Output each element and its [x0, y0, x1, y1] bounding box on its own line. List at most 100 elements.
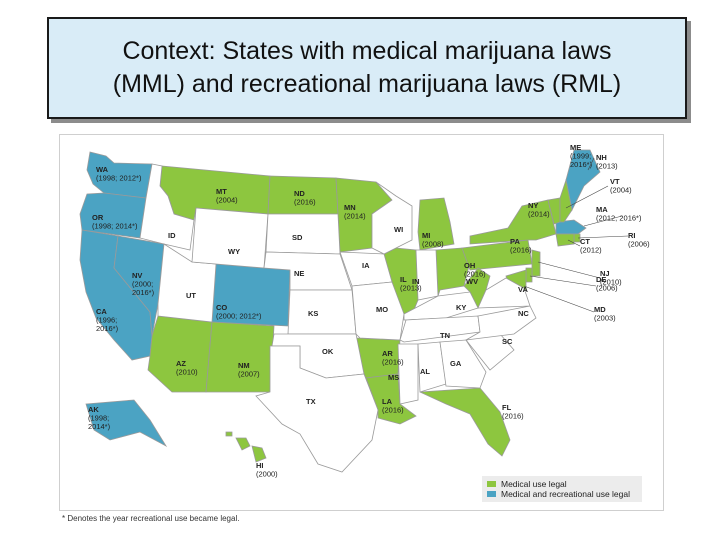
state-year-me: (1999; — [570, 152, 591, 161]
state-shape-ks — [287, 289, 357, 335]
state-year-ak: 2014*) — [88, 422, 111, 431]
state-abbr-ri: RI — [628, 231, 636, 240]
state-label-ar: AR (2016) — [382, 349, 404, 367]
state-label-mn: MN (2014) — [344, 203, 366, 221]
state-label-al: AL — [420, 367, 430, 376]
state-shape-in — [415, 249, 439, 301]
state-label-az: AZ (2010) — [176, 359, 198, 377]
state-label-ak: AK (1998; 2014*) — [88, 405, 111, 431]
leader-line — [529, 275, 597, 287]
state-abbr-sd: SD — [292, 233, 303, 242]
state-abbr-mo: MO — [376, 305, 388, 314]
state-label-ca: CA (1996; 2016*) — [96, 307, 119, 333]
state-label-wa: WA (1998; 2012*) — [96, 165, 142, 183]
state-year-nv: 2016*) — [132, 288, 155, 297]
state-label-ok: OK — [322, 347, 334, 356]
state-year-ny: (2014) — [528, 210, 550, 219]
state-label-nm: NM (2007) — [238, 361, 260, 379]
state-year-il: (2013) — [400, 284, 422, 293]
title-line-2: (MML) and recreational marijuana laws (R… — [112, 70, 622, 98]
state-abbr-mt: MT — [216, 187, 227, 196]
state-label-vt: VT (2004) — [610, 177, 632, 195]
state-label-il: IL (2013) — [400, 275, 422, 293]
footnote: * Denotes the year recreational use beca… — [62, 514, 240, 523]
state-abbr-ky: KY — [456, 303, 466, 312]
state-label-oh: OH (2016) — [464, 261, 486, 279]
state-abbr-ak: AK — [88, 405, 99, 414]
state-label-or: OR (1998; 2014*) — [92, 213, 138, 231]
legend-label-medical: Medical use legal — [501, 479, 567, 489]
state-year-de: (2006) — [596, 284, 618, 293]
state-year-nv: (2000; — [132, 280, 153, 289]
state-abbr-nj: NJ — [600, 269, 610, 278]
leader-line — [537, 261, 601, 279]
state-abbr-nv: NV — [132, 271, 142, 280]
title-line-1: Context: States with medical marijuana l… — [122, 37, 612, 65]
state-label-ne: NE — [294, 269, 304, 278]
state-shape-mi — [417, 197, 455, 251]
state-label-tn: TN — [440, 331, 450, 340]
state-label-tx: TX — [306, 397, 316, 406]
state-abbr-or: OR — [92, 213, 104, 222]
leader-line — [583, 215, 623, 227]
state-abbr-ms: MS — [388, 373, 399, 382]
state-abbr-mn: MN — [344, 203, 356, 212]
leader-line — [567, 239, 581, 247]
state-year-ar: (2016) — [382, 358, 404, 367]
state-abbr-nc: NC — [518, 309, 529, 318]
state-label-nv: NV (2000; 2016*) — [132, 271, 155, 297]
state-abbr-md: MD — [594, 305, 606, 314]
state-shape-de — [525, 267, 533, 283]
state-shape-tx — [255, 345, 379, 473]
state-label-ms: MS — [388, 373, 399, 382]
state-shape-az — [147, 315, 213, 393]
state-abbr-ny: NY — [528, 201, 538, 210]
state-shape-sd — [265, 213, 341, 255]
state-abbr-de: DE — [596, 275, 606, 284]
state-abbr-ut: UT — [186, 291, 196, 300]
state-year-la: (2016) — [382, 406, 404, 415]
state-shape-wi — [371, 181, 413, 255]
state-label-ky: KY — [456, 303, 466, 312]
state-year-hi: (2000) — [256, 470, 278, 479]
legend-swatch-medical — [487, 481, 496, 487]
state-year-nm: (2007) — [238, 370, 260, 379]
state-year-ak: (1998; — [88, 414, 109, 423]
state-abbr-in: IN — [412, 277, 420, 286]
leader-line — [577, 235, 629, 239]
state-year-co: (2000; 2012*) — [216, 312, 262, 321]
state-abbr-nd: ND — [294, 189, 305, 198]
state-label-ri: RI (2006) — [628, 231, 650, 249]
state-label-ma: MA (2012, 2016*) — [596, 205, 642, 223]
state-label-wv: WV — [466, 277, 478, 286]
state-label-me: ME (1999; 2016*) — [570, 143, 593, 169]
state-label-co: CO (2000; 2012*) — [216, 303, 262, 321]
state-abbr-tx: TX — [306, 397, 316, 406]
state-abbr-la: LA — [382, 397, 393, 406]
state-abbr-oh: OH — [464, 261, 475, 270]
state-abbr-ks: KS — [308, 309, 318, 318]
state-abbr-ma: MA — [596, 205, 608, 214]
legend: Medical use legal Medical and recreation… — [482, 476, 642, 502]
state-label-id: ID — [168, 231, 176, 240]
state-shapes — [79, 149, 601, 473]
state-abbr-ne: NE — [294, 269, 304, 278]
state-shape-fl — [419, 387, 511, 457]
state-year-ma: (2012, 2016*) — [596, 214, 642, 223]
state-abbr-hi: HI — [256, 461, 264, 470]
state-label-ga: GA — [450, 359, 462, 368]
state-shape-nm — [205, 321, 275, 393]
state-label-hi: HI (2000) — [256, 461, 278, 479]
state-abbr-tn: TN — [440, 331, 450, 340]
state-abbr-vt: VT — [610, 177, 620, 186]
state-abbr-az: AZ — [176, 359, 186, 368]
leader-line — [587, 157, 595, 171]
state-abbr-nm: NM — [238, 361, 250, 370]
state-labels: WA (1998; 2012*)OR (1998; 2014*)CA (1996; 20… — [88, 143, 650, 479]
state-year-oh: (2016) — [464, 270, 486, 279]
state-year-az: (2010) — [176, 368, 198, 377]
state-shape-ma — [555, 219, 587, 235]
state-label-ia: IA — [362, 261, 370, 270]
state-shape-ct — [555, 233, 575, 247]
state-year-wa: (1998; 2012*) — [96, 174, 142, 183]
